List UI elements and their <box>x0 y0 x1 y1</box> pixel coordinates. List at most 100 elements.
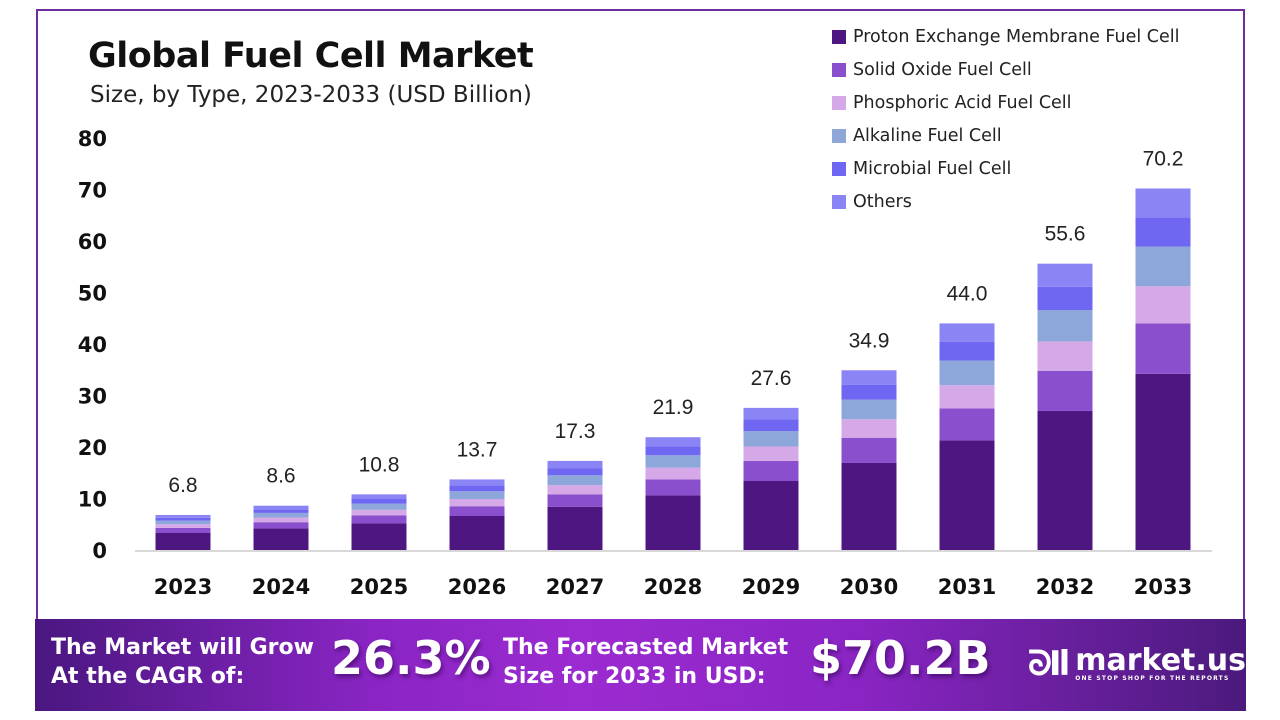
bar-segment <box>1037 286 1093 311</box>
bar-segment <box>1037 370 1093 411</box>
bar-segment <box>155 533 211 550</box>
logo-name: market.us <box>1075 642 1246 678</box>
y-tick-label: 60 <box>78 230 107 254</box>
bar-stack-2028 <box>645 437 701 550</box>
x-tick-label: 2024 <box>252 575 310 599</box>
chart-title: Global Fuel Cell Market <box>88 36 534 76</box>
bar-segment <box>939 360 995 386</box>
bar-segment <box>841 370 897 385</box>
bar-segment <box>743 419 799 432</box>
bar-segment <box>253 528 309 550</box>
legend-item-others: Others <box>832 185 1180 218</box>
bar-segment <box>1037 410 1093 550</box>
bar-total-label: 55.6 <box>1045 223 1086 246</box>
bar-segment <box>743 407 799 420</box>
legend-swatch <box>832 62 846 77</box>
legend-item-pafc: Phosphoric Acid Fuel Cell <box>832 86 1180 119</box>
bar-segment <box>351 499 407 504</box>
bar-segment <box>253 509 309 513</box>
y-tick-label: 50 <box>78 282 107 306</box>
bar-segment <box>841 419 897 438</box>
x-tick-label: 2025 <box>350 575 408 599</box>
bar-total-label: 34.9 <box>849 329 890 352</box>
bar-segment <box>351 523 407 550</box>
legend-swatch <box>832 95 846 110</box>
bar-segment <box>1135 373 1191 550</box>
bar-segment <box>155 524 211 528</box>
bar-segment <box>449 506 505 517</box>
legend-item-mfc: Microbial Fuel Cell <box>832 152 1180 185</box>
y-tick-label: 70 <box>78 179 107 203</box>
bar-total-label: 27.6 <box>751 367 792 390</box>
bar-segment <box>449 499 505 507</box>
x-tick-label: 2023 <box>154 575 212 599</box>
cagr-label: The Market will Grow At the CAGR of: <box>51 633 314 691</box>
legend-swatch <box>832 161 846 176</box>
bar-segment <box>449 485 505 492</box>
legend-label: Microbial Fuel Cell <box>853 158 1012 179</box>
bar-stack-2031 <box>939 323 995 550</box>
bar-stack-2032 <box>1037 263 1093 550</box>
bar-segment <box>939 323 995 342</box>
bar-total-label: 21.9 <box>653 396 694 419</box>
bar-segment <box>645 467 701 480</box>
legend-label: Phosphoric Acid Fuel Cell <box>853 92 1072 113</box>
legend-swatch <box>832 29 846 44</box>
y-tick-label: 40 <box>78 333 107 357</box>
forecast-label-line1: The Forecasted Market <box>503 635 789 660</box>
bar-segment <box>1135 246 1191 287</box>
summary-banner: The Market will Grow At the CAGR of: 26.… <box>35 619 1246 711</box>
bar-segment <box>155 527 211 534</box>
bar-segment <box>939 440 995 550</box>
bar-total-label: 70.2 <box>1143 147 1184 170</box>
bar-stack-2027 <box>547 460 603 550</box>
bar-stack-2025 <box>351 494 407 550</box>
x-tick-label: 2026 <box>448 575 506 599</box>
bar-stack-2033 <box>1135 188 1191 550</box>
y-tick-label: 10 <box>78 488 107 512</box>
bar-segment <box>1037 310 1093 342</box>
legend-label: Others <box>853 191 912 212</box>
y-tick-label: 30 <box>78 385 107 409</box>
bar-segment <box>841 462 897 550</box>
bar-segment <box>547 494 603 507</box>
bar-total-label: 44.0 <box>947 282 988 305</box>
bar-segment <box>743 480 799 550</box>
x-tick-label: 2032 <box>1036 575 1094 599</box>
legend-swatch <box>832 194 846 209</box>
bar-stack-2026 <box>449 479 505 550</box>
bar-segment <box>939 341 995 361</box>
bar-segment <box>939 408 995 441</box>
x-tick-label: 2031 <box>938 575 996 599</box>
chart-subtitle: Size, by Type, 2023-2033 (USD Billion) <box>90 82 532 108</box>
bar-segment <box>547 460 603 469</box>
legend-item-sofc: Solid Oxide Fuel Cell <box>832 53 1180 86</box>
bar-segment <box>743 431 799 447</box>
bar-segment <box>1135 323 1191 374</box>
forecast-value: $70.2B <box>810 631 991 685</box>
bar-segment <box>939 385 995 409</box>
bar-segment <box>841 437 897 463</box>
bar-segment <box>743 446 799 461</box>
x-tick-label: 2029 <box>742 575 800 599</box>
bar-segment <box>155 517 211 521</box>
x-tick-label: 2028 <box>644 575 702 599</box>
bar-segment <box>155 514 211 518</box>
bar-segment <box>547 468 603 476</box>
stacked-bar-chart: 010203040506070806.820238.6202410.820251… <box>78 127 1212 599</box>
forecast-label: The Forecasted Market Size for 2033 in U… <box>503 633 788 691</box>
bar-segment <box>1135 286 1191 324</box>
bar-segment <box>841 399 897 420</box>
legend: Proton Exchange Membrane Fuel Cell Solid… <box>832 20 1180 218</box>
legend-item-afc: Alkaline Fuel Cell <box>832 119 1180 152</box>
bar-segment <box>645 446 701 456</box>
x-tick-label: 2030 <box>840 575 898 599</box>
bar-segment <box>547 485 603 495</box>
legend-label: Solid Oxide Fuel Cell <box>853 59 1032 80</box>
bar-segment <box>645 437 701 447</box>
bar-stack-2024 <box>253 505 309 550</box>
forecast-label-line2: Size for 2033 in USD: <box>503 664 766 689</box>
bar-total-label: 13.7 <box>457 438 498 461</box>
bar-segment <box>351 494 407 500</box>
y-tick-label: 80 <box>78 127 107 151</box>
